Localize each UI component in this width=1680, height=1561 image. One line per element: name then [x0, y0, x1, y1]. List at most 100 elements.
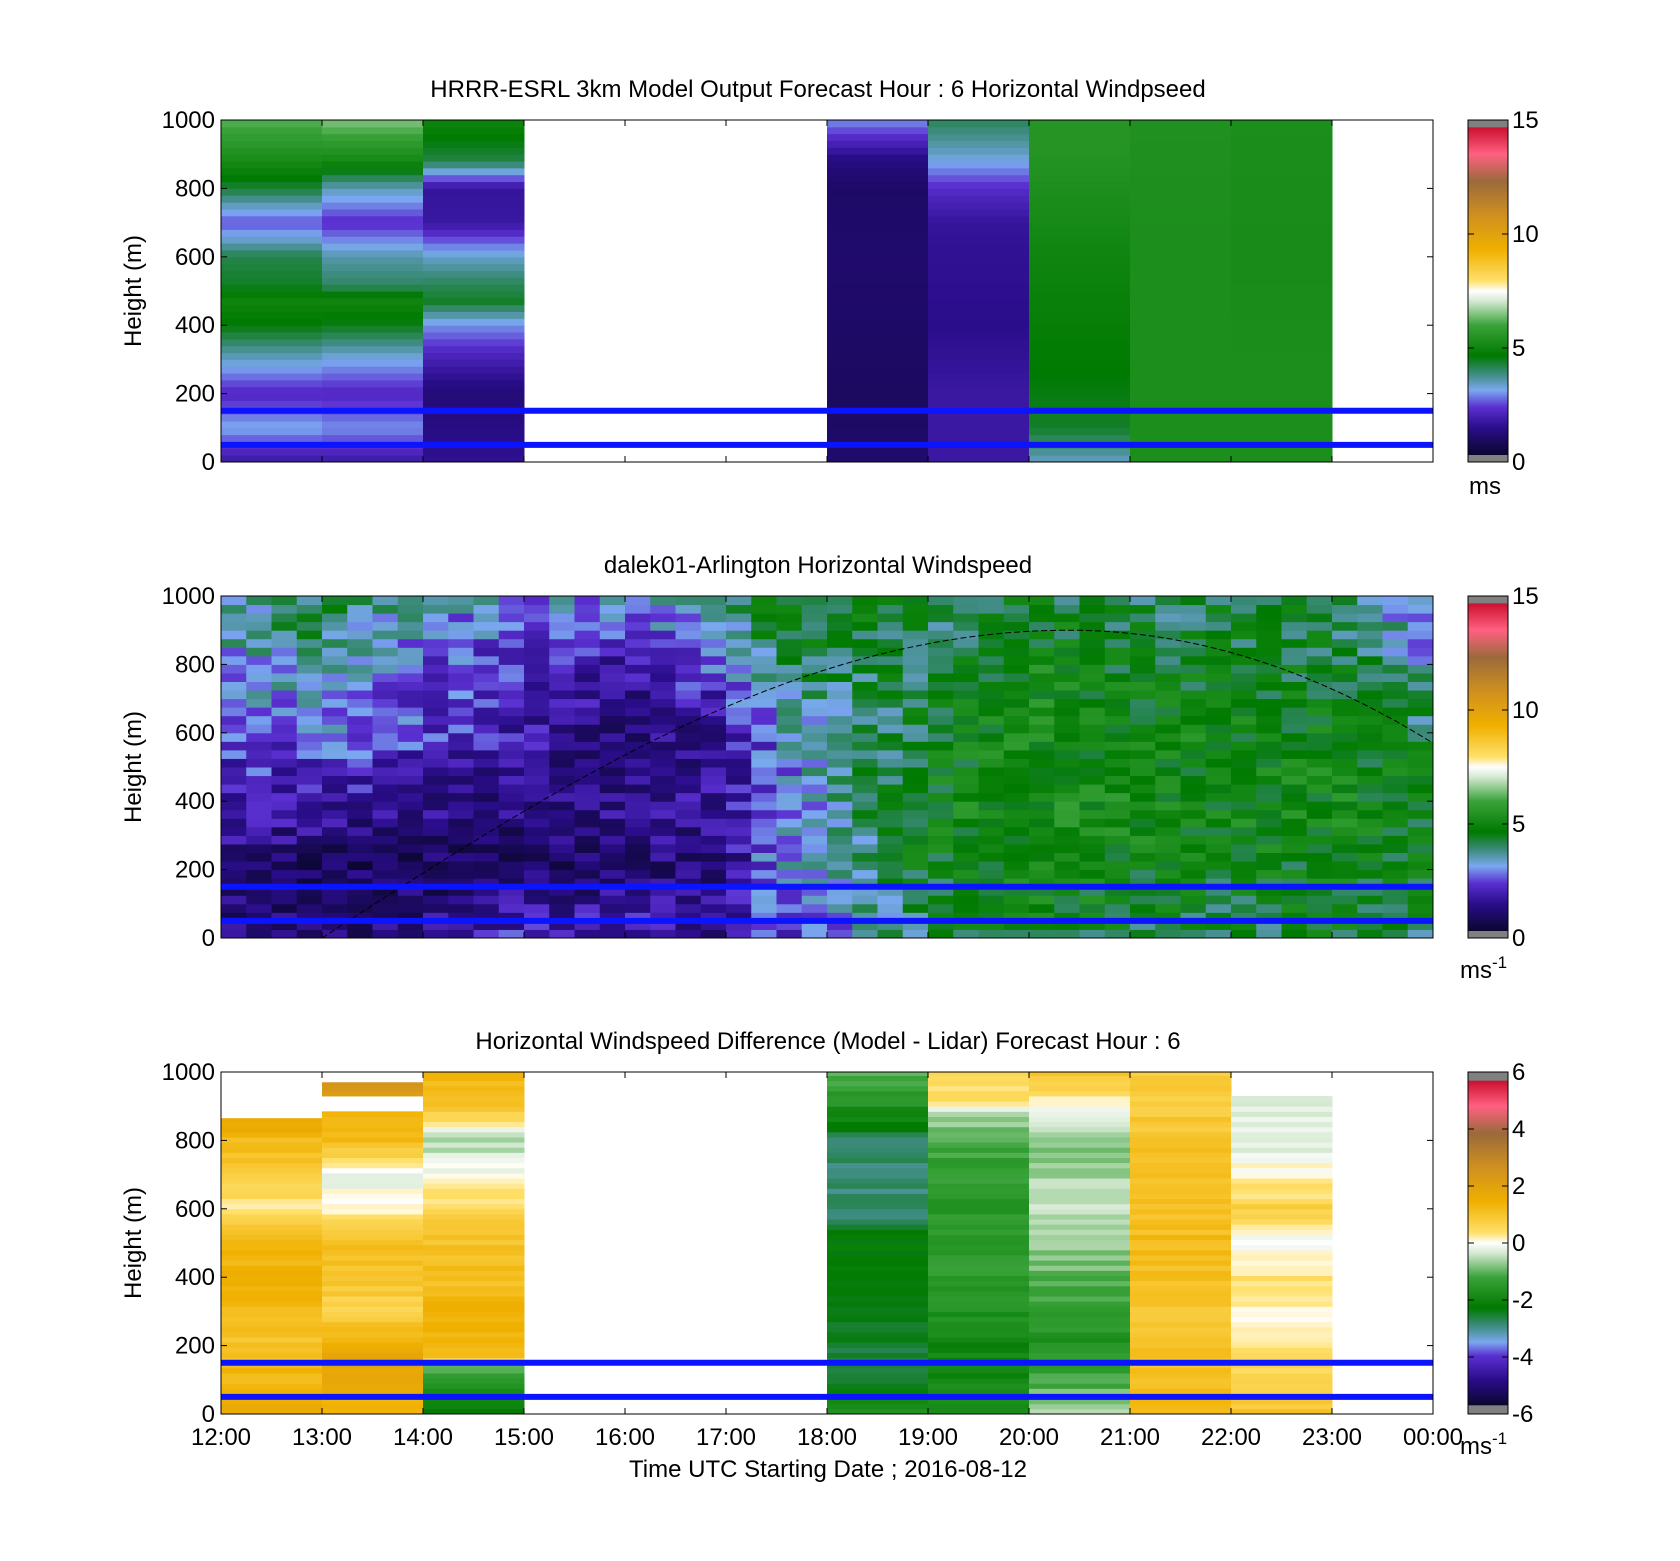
- heatmap-cell: [397, 613, 424, 623]
- heatmap-cell: [1231, 647, 1257, 657]
- heatmap-cell: [852, 672, 878, 682]
- heatmap-cell: [928, 1131, 1030, 1138]
- heatmap-cell: [1029, 664, 1055, 674]
- heatmap-cell: [1407, 749, 1434, 759]
- heatmap-cell: [1130, 1306, 1232, 1312]
- heatmap-cell: [574, 929, 601, 939]
- heatmap-cell: [1003, 664, 1030, 674]
- heatmap-cell: [271, 852, 298, 862]
- heatmap-cell: [1029, 202, 1131, 210]
- heatmap-cell: [221, 1280, 323, 1287]
- heatmap-cell: [1003, 672, 1030, 682]
- heatmap-cell: [1231, 604, 1257, 614]
- heatmap-cell: [801, 732, 828, 742]
- heatmap-cell: [397, 920, 424, 930]
- heatmap-cell: [221, 758, 247, 768]
- heatmap-cell: [650, 818, 676, 828]
- heatmap-cell: [1231, 1367, 1333, 1374]
- y-tick-label: 1000: [162, 107, 215, 134]
- heatmap-cell: [1054, 869, 1080, 879]
- heatmap-cell: [928, 291, 1030, 299]
- heatmap-cell: [372, 895, 399, 905]
- heatmap-cell: [1054, 613, 1080, 623]
- heatmap-cell: [574, 912, 601, 922]
- heatmap-cell: [650, 843, 676, 853]
- heatmap-cell: [322, 1126, 424, 1133]
- heatmap-cell: [1079, 818, 1106, 828]
- heatmap-cell: [1155, 775, 1181, 785]
- heatmap-cell: [1357, 878, 1383, 888]
- heatmap-cell: [1231, 1342, 1333, 1348]
- heatmap-cell: [953, 869, 979, 879]
- heatmap-cell: [801, 621, 828, 631]
- heatmap-cell: [1231, 393, 1333, 401]
- heatmap-cell: [1130, 715, 1156, 725]
- heatmap-cell: [928, 400, 1030, 408]
- heatmap-cell: [928, 664, 954, 674]
- heatmap-cell: [372, 749, 399, 759]
- heatmap-cell: [1231, 1131, 1333, 1138]
- heatmap-cell: [776, 596, 803, 606]
- heatmap-cell: [625, 843, 651, 853]
- heatmap-cell: [1130, 655, 1156, 665]
- heatmap-cell: [322, 835, 348, 845]
- heatmap-cell: [1205, 878, 1232, 888]
- heatmap-cell: [1104, 655, 1131, 665]
- heatmap-cell: [1407, 801, 1434, 811]
- heatmap-cell: [1003, 681, 1030, 691]
- heatmap-cell: [852, 843, 878, 853]
- heatmap-cell: [1155, 681, 1181, 691]
- heatmap-cell: [776, 767, 803, 777]
- heatmap-cell: [827, 1224, 929, 1230]
- heatmap-cell: [1256, 698, 1282, 708]
- heatmap-cell: [700, 767, 727, 777]
- heatmap-cell: [322, 277, 424, 285]
- heatmap-cell: [978, 767, 1005, 777]
- heatmap-cell: [1306, 818, 1333, 828]
- heatmap-cell: [1357, 664, 1383, 674]
- heatmap-cell: [1130, 852, 1156, 862]
- heatmap-cell: [801, 749, 828, 759]
- heatmap-cell: [1130, 1219, 1232, 1225]
- heatmap-cell: [271, 886, 298, 896]
- heatmap-cell: [1180, 715, 1207, 725]
- heatmap-cell: [423, 1383, 525, 1389]
- heatmap-cell: [827, 1306, 929, 1312]
- heatmap-cell: [827, 1408, 929, 1415]
- heatmap-cell: [827, 655, 853, 665]
- heatmap-cell: [1332, 724, 1358, 734]
- heatmap-cell: [423, 741, 449, 751]
- heatmap-cell: [347, 647, 373, 657]
- heatmap-cell: [1079, 647, 1106, 657]
- heatmap-cell: [1079, 801, 1106, 811]
- heatmap-cell: [1130, 1331, 1232, 1338]
- heatmap-cell: [1306, 698, 1333, 708]
- heatmap-cell: [1054, 826, 1080, 836]
- heatmap-cell: [877, 929, 904, 939]
- heatmap-cell: [599, 741, 626, 751]
- heatmap-cell: [928, 1239, 1030, 1246]
- heatmap-cell: [827, 1121, 929, 1128]
- heatmap-cell: [246, 903, 272, 913]
- heatmap-cell: [877, 784, 904, 794]
- heatmap-cell: [1180, 895, 1207, 905]
- heatmap-cell: [1407, 903, 1434, 913]
- heatmap-cell: [524, 647, 550, 657]
- heatmap-cell: [1231, 338, 1333, 347]
- heatmap-cell: [599, 929, 626, 939]
- heatmap-cell: [423, 604, 449, 614]
- heatmap-cell: [271, 809, 298, 819]
- heatmap-cell: [726, 638, 752, 648]
- heatmap-cell: [827, 243, 929, 251]
- heatmap-cell: [852, 886, 878, 896]
- heatmap-cell: [1130, 1167, 1232, 1174]
- heatmap-cell: [1029, 1193, 1131, 1200]
- heatmap-cell: [1079, 852, 1106, 862]
- heatmap-cell: [827, 664, 853, 674]
- heatmap-cell: [978, 732, 1005, 742]
- heatmap-cell: [1130, 801, 1156, 811]
- heatmap-cell: [1029, 647, 1055, 657]
- heatmap-cell: [1104, 929, 1131, 939]
- heatmap-cell: [322, 767, 348, 777]
- heatmap-cell: [1231, 1167, 1333, 1174]
